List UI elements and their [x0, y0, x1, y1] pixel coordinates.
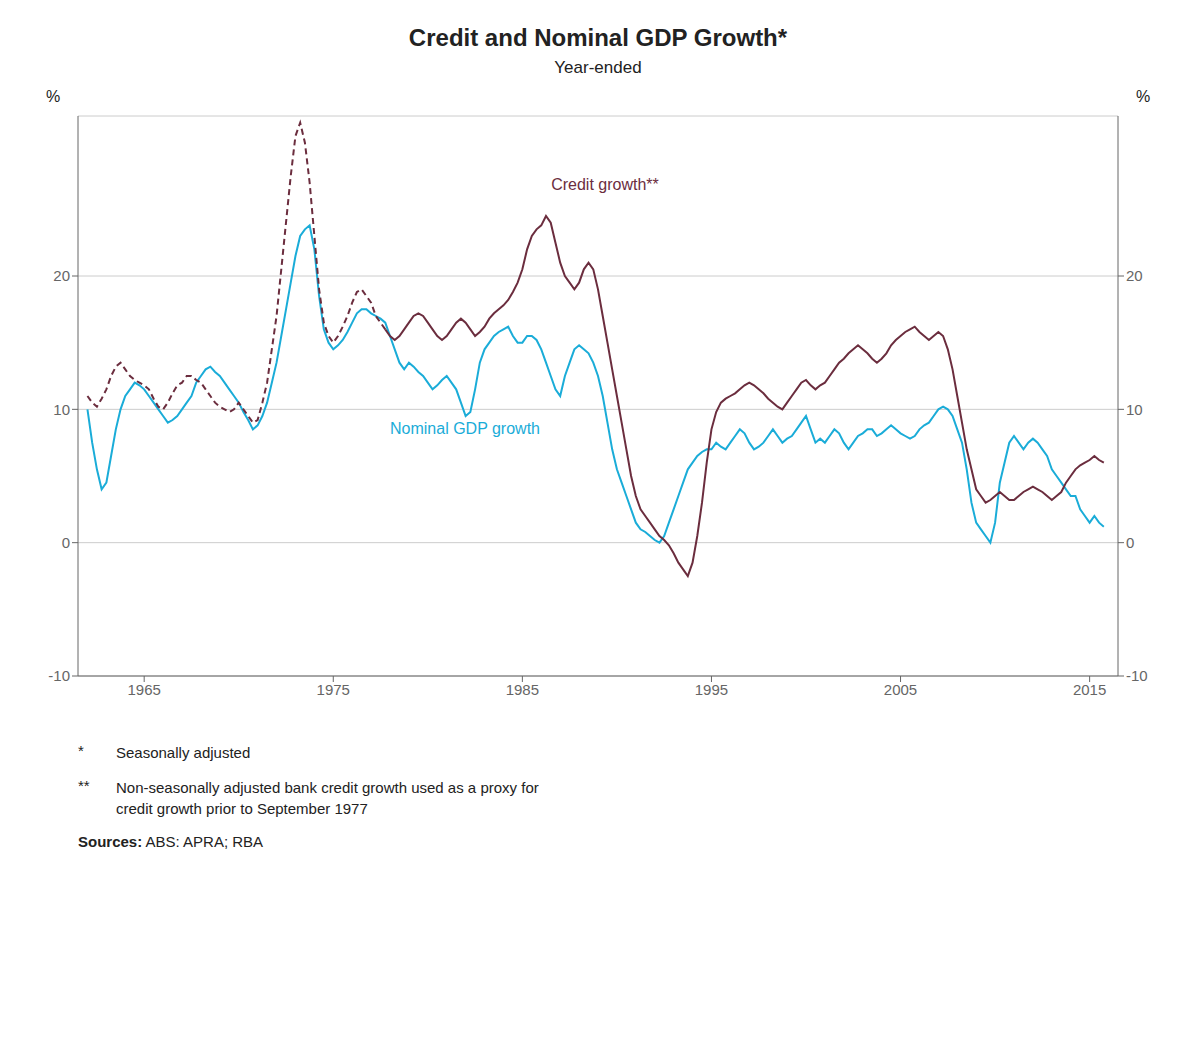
svg-text:1965: 1965	[127, 681, 160, 698]
svg-text:10: 10	[53, 401, 70, 418]
html-text:Credit and Nominal GDP Growth*: Credit and Nominal GDP Growth*	[408, 24, 788, 51]
svg-text:20: 20	[1126, 267, 1143, 284]
svg-text:-10: -10	[1126, 667, 1148, 684]
svg-text:10: 10	[1126, 401, 1143, 418]
svg-text:2005: 2005	[884, 681, 917, 698]
html-text:Credit growth**: Credit growth**	[551, 176, 659, 193]
svg-text:0: 0	[62, 534, 70, 551]
html-text:Seasonally adjusted: Seasonally adjusted	[116, 744, 251, 761]
html-text:Year-ended: Year-ended	[554, 58, 642, 77]
svg-text:-10: -10	[48, 667, 70, 684]
svg-text:1975: 1975	[317, 681, 350, 698]
svg-text:20: 20	[53, 267, 70, 284]
svg-text:1985: 1985	[506, 681, 539, 698]
html-text:Nominal GDP growth: Nominal GDP growth	[390, 419, 540, 437]
svg-text:1995: 1995	[695, 681, 728, 698]
html-text:Sources: ABS: APRA; RBA: Sources: ABS: APRA; RBA	[78, 833, 264, 850]
svg-text:2015: 2015	[1073, 681, 1106, 698]
svg-text:0: 0	[1126, 534, 1134, 551]
html-text:Non-seasonally adjusted bank c: Non-seasonally adjusted bank credit grow…	[116, 779, 539, 817]
